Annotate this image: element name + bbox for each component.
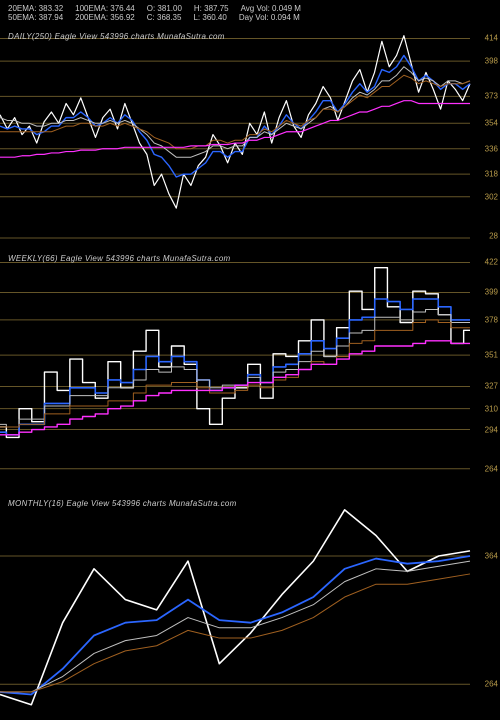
y-axis-weekly: 422 399 378 351 327 310 294 264 [470,252,500,487]
series-daily-ema100 [0,75,470,148]
stat-50ema: 50EMA: 387.94 [8,13,63,22]
y-tick-label: 354 [485,119,498,128]
panel-title-daily: DAILY(250) Eagle View 543996 charts Muna… [8,32,225,41]
series-weekly-price [0,268,470,438]
series-monthly-price [0,510,470,705]
series-monthly-ema50 [0,561,470,692]
y-tick-label: 336 [485,144,498,153]
series-monthly-ema100 [0,574,470,692]
chart-monthly [0,497,500,715]
y-tick-label: 28 [489,232,498,241]
y-tick-label: 318 [485,170,498,179]
y-axis-daily: 414 398 373 354 336 318 302 28 [470,30,500,242]
y-tick-label: 351 [485,351,498,360]
stat-h: H: 387.75 [194,4,229,13]
stat-avg vol: Avg Vol: 0.049 M [241,4,301,13]
y-tick-label: 302 [485,192,498,201]
stat-200ema: 200EMA: 356.92 [75,13,135,22]
stat-c: C: 368.35 [147,13,182,22]
y-tick-label: 327 [485,382,498,391]
panel-daily: DAILY(250) Eagle View 543996 charts Muna… [0,30,500,242]
y-tick-label: 422 [485,258,498,267]
y-tick-label: 264 [485,680,498,689]
panel-title-monthly: MONTHLY(16) Eagle View 543996 charts Mun… [8,499,237,508]
y-tick-label: 378 [485,315,498,324]
y-tick-label: 264 [485,464,498,473]
stat-day vol: Day Vol: 0.094 M [239,13,300,22]
chart-daily [0,30,500,242]
series-daily-ema20 [0,55,470,177]
panel-monthly: MONTHLY(16) Eagle View 543996 charts Mun… [0,497,500,715]
series-monthly-ema20 [0,556,470,694]
y-tick-label: 399 [485,288,498,297]
y-tick-label: 414 [485,34,498,43]
y-tick-label: 364 [485,551,498,560]
header-stats: 20EMA: 383.32 100EMA: 376.44 O: 381.00 H: 3… [0,0,500,22]
y-tick-label: 310 [485,404,498,413]
panel-weekly: WEEKLY(66) Eagle View 543996 charts Muna… [0,252,500,487]
stat-20ema: 20EMA: 383.32 [8,4,63,13]
y-axis-monthly: 364 264 [470,497,500,715]
y-tick-label: 398 [485,57,498,66]
panel-title-weekly: WEEKLY(66) Eagle View 543996 charts Muna… [8,254,231,263]
chart-weekly [0,252,500,487]
stat-l: L: 360.40 [193,13,226,22]
y-tick-label: 294 [485,425,498,434]
stat-o: O: 381.00 [147,4,182,13]
y-tick-label: 373 [485,92,498,101]
stat-100ema: 100EMA: 376.44 [75,4,135,13]
